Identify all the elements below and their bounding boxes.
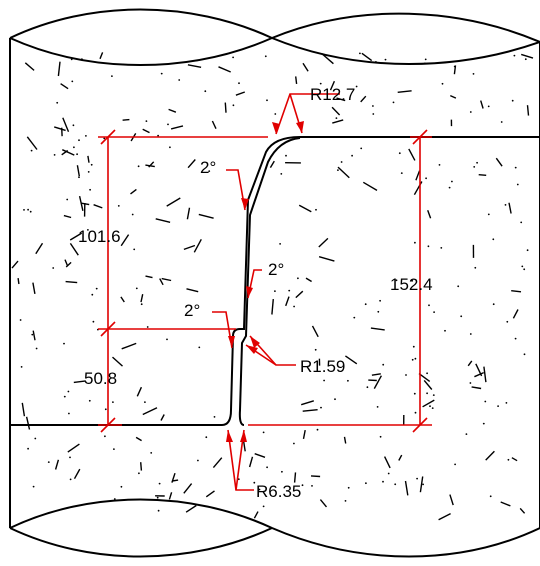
radius-r1-59: R1.59 <box>300 357 345 376</box>
dimension-lines <box>98 93 432 491</box>
dim-50-8: 50.8 <box>84 369 117 388</box>
angle-mid: 2° <box>268 260 284 279</box>
angle-top: 2° <box>200 158 216 177</box>
angle-low: 2° <box>184 301 200 320</box>
dim-152-4: 152.4 <box>390 275 433 294</box>
concrete-hatch <box>11 52 534 521</box>
dimension-labels: 101.6 50.8 152.4 R12.7 R1.59 R6.35 2° 2°… <box>78 85 433 501</box>
concrete-outline <box>9 8 540 558</box>
dim-101-6: 101.6 <box>78 227 121 246</box>
key-profile <box>10 136 540 426</box>
radius-r6-35: R6.35 <box>256 482 301 501</box>
radius-r12-7: R12.7 <box>310 85 355 104</box>
